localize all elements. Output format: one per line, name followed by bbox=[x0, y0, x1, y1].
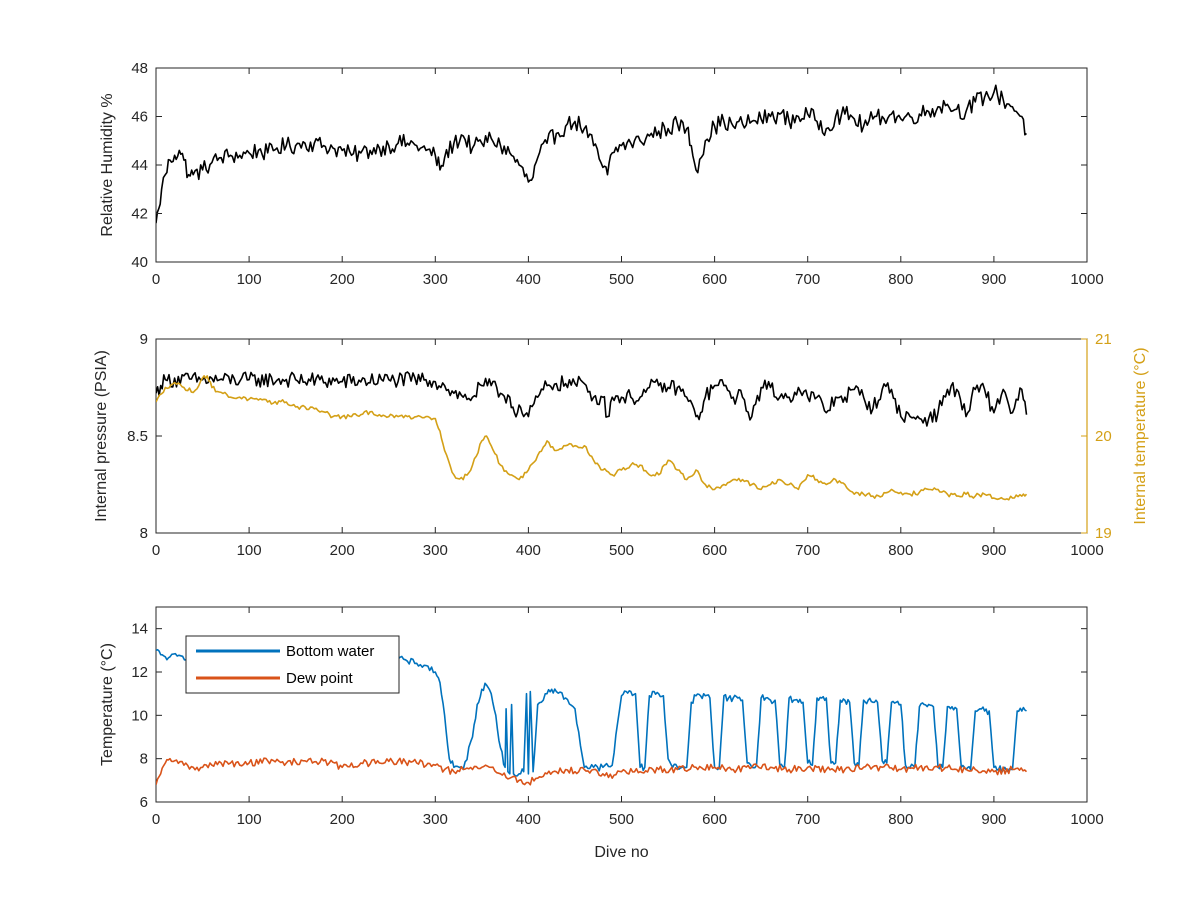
y-tick-label: 46 bbox=[131, 109, 148, 126]
x-tick-label: 800 bbox=[888, 271, 913, 288]
legend-label: Dew point bbox=[286, 670, 354, 687]
y-tick-label: 42 bbox=[131, 206, 148, 223]
x-tick-label: 0 bbox=[152, 811, 160, 828]
y-tick-label: 14 bbox=[131, 621, 148, 638]
x-tick-label: 400 bbox=[516, 542, 541, 559]
series-group bbox=[156, 84, 1028, 224]
x-tick-label: 600 bbox=[702, 811, 727, 828]
series-line-1 bbox=[156, 371, 1028, 427]
x-tick-label: 1000 bbox=[1070, 542, 1103, 559]
series-line-1 bbox=[156, 84, 1028, 224]
x-tick-label: 1000 bbox=[1070, 271, 1103, 288]
y-tick-label: 8 bbox=[140, 525, 148, 542]
y-tick-label: 6 bbox=[140, 794, 148, 811]
x-tick-label: 900 bbox=[981, 542, 1006, 559]
y-axis-label: Relative Humidity % bbox=[99, 93, 116, 236]
x-tick-label: 700 bbox=[795, 271, 820, 288]
legend-label: Bottom water bbox=[286, 643, 374, 660]
series-group bbox=[156, 371, 1028, 501]
chart-3: 0 100 200 300 400 500 600 700 800 900 1000 6 8 10 12 14… bbox=[99, 606, 1104, 861]
x-tick-label: 1000 bbox=[1070, 811, 1103, 828]
x-tick-label: 300 bbox=[423, 271, 448, 288]
x-tick-label: 100 bbox=[237, 271, 262, 288]
y-tick-label: 9 bbox=[140, 331, 148, 348]
x-tick-label: 300 bbox=[423, 811, 448, 828]
x-tick-label: 0 bbox=[152, 271, 160, 288]
x-tick-label: 500 bbox=[609, 542, 634, 559]
x-tick-label: 800 bbox=[888, 542, 913, 559]
x-tick-label: 100 bbox=[237, 542, 262, 559]
x-tick-label: 200 bbox=[330, 811, 355, 828]
y-right-tick-label: 20 bbox=[1095, 428, 1112, 445]
series-line-2 bbox=[156, 375, 1028, 501]
y-tick-label: 10 bbox=[131, 707, 148, 724]
x-tick-label: 700 bbox=[795, 542, 820, 559]
legend: Bottom water Dew point bbox=[185, 635, 400, 694]
series-line-2 bbox=[156, 757, 1028, 786]
x-tick-label: 400 bbox=[516, 811, 541, 828]
x-tick-label: 100 bbox=[237, 811, 262, 828]
y-tick-label: 40 bbox=[131, 254, 148, 271]
plot-area bbox=[155, 67, 1088, 263]
y-axis-label: Internal pressure (PSIA) bbox=[93, 350, 110, 522]
x-tick-label: 600 bbox=[702, 271, 727, 288]
x-tick-label: 500 bbox=[609, 271, 634, 288]
x-tick-label: 800 bbox=[888, 811, 913, 828]
x-tick-label: 0 bbox=[152, 542, 160, 559]
x-tick-label: 400 bbox=[516, 271, 541, 288]
chart-1: 0 100 200 300 400 500 600 700 800 900 1000 40 42 44 46… bbox=[99, 60, 1104, 288]
y-right-tick-label: 19 bbox=[1095, 525, 1112, 542]
x-tick-label: 300 bbox=[423, 542, 448, 559]
x-tick-label: 500 bbox=[609, 811, 634, 828]
y-right-axis-label: Internal temperature (°C) bbox=[1132, 347, 1149, 524]
y-tick-label: 8 bbox=[140, 751, 148, 768]
x-axis-label: Dive no bbox=[594, 844, 648, 861]
x-tick-label: 700 bbox=[795, 811, 820, 828]
x-tick-label: 200 bbox=[330, 542, 355, 559]
plot-area bbox=[155, 338, 1088, 534]
x-tick-label: 600 bbox=[702, 542, 727, 559]
y-tick-label: 8.5 bbox=[127, 428, 148, 445]
y-right-tick-label: 21 bbox=[1095, 331, 1112, 348]
legend-box bbox=[185, 635, 400, 694]
y-tick-label: 12 bbox=[131, 664, 148, 681]
x-tick-label: 900 bbox=[981, 811, 1006, 828]
chart-2: 0 100 200 300 400 500 600 700 800 900 1000 8 8.5 9 19 2… bbox=[93, 331, 1149, 559]
y-tick-label: 48 bbox=[131, 60, 148, 77]
y-axis-label: Temperature (°C) bbox=[99, 643, 116, 766]
y-tick-label: 44 bbox=[131, 157, 148, 174]
x-tick-label: 900 bbox=[981, 271, 1006, 288]
x-tick-label: 200 bbox=[330, 271, 355, 288]
